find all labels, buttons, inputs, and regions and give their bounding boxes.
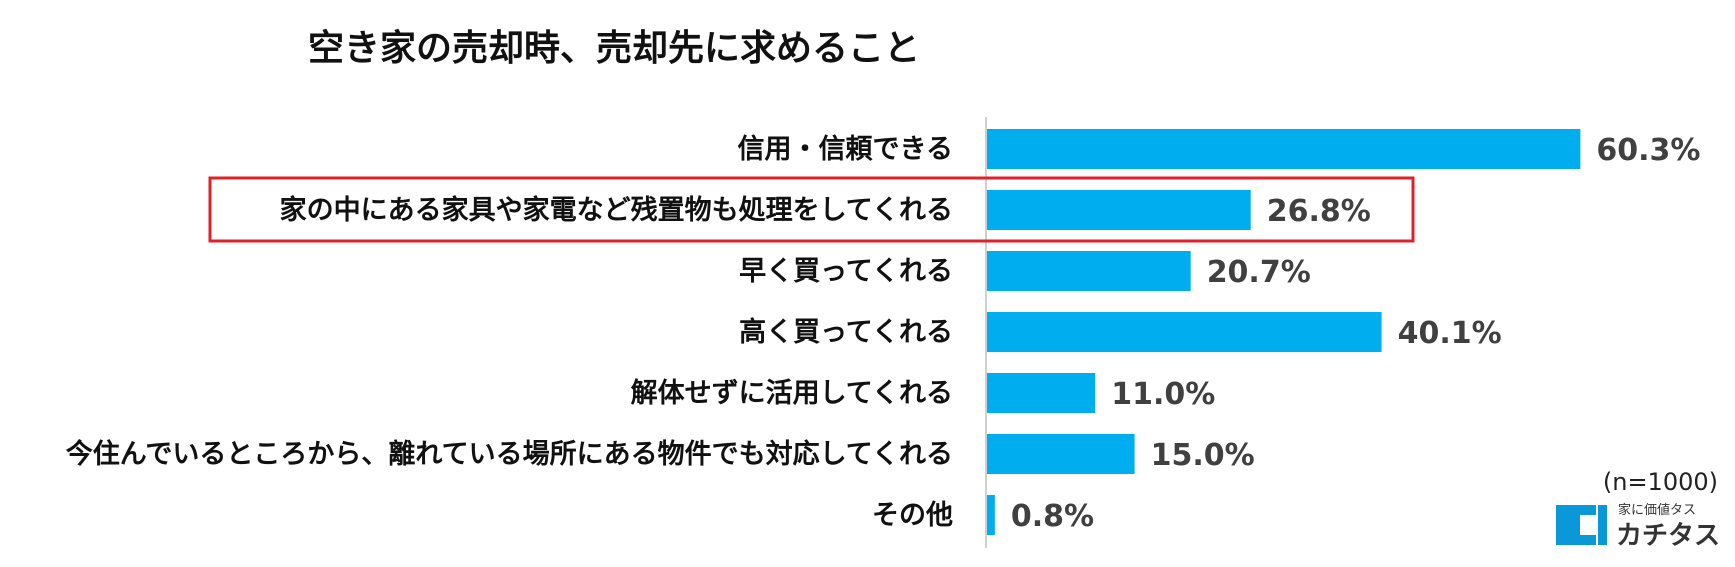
chart-title: 空き家の売却時、売却先に求めること xyxy=(308,28,920,69)
bar xyxy=(987,312,1382,352)
bar xyxy=(987,373,1096,413)
highlight-box xyxy=(208,176,1415,243)
category-label: その他 xyxy=(872,500,953,531)
category-label: 早く買ってくれる xyxy=(739,256,953,287)
value-label: 15.0% xyxy=(1151,438,1255,473)
house-logo-icon xyxy=(1556,505,1607,545)
bar xyxy=(987,251,1191,291)
bar xyxy=(987,190,1251,230)
logo-tagline: 家に価値タス xyxy=(1618,502,1696,518)
category-label: 家の中にある家具や家電など残置物も処理をしてくれる xyxy=(280,194,953,226)
category-label: 高く買ってくれる xyxy=(739,316,953,348)
logo-name: カチタス xyxy=(1616,521,1720,551)
chart-rows: 信用・信頼できる 60.3% 家の中にある家具や家電など残置物も処理をしてくれる 26… xyxy=(66,129,1700,535)
bar xyxy=(987,129,1581,169)
category-label: 解体せずに活用してくれる xyxy=(631,378,953,409)
value-label: 60.3% xyxy=(1596,133,1700,168)
company-logo: 家に価値タス カチタス xyxy=(1556,502,1720,551)
value-label: 11.0% xyxy=(1111,377,1215,412)
category-label: 今住んでいるところから、離れている場所にある物件でも対応してくれる xyxy=(66,438,953,470)
bar xyxy=(987,495,995,535)
value-label: 0.8% xyxy=(1011,499,1094,534)
category-label: 信用・信頼できる xyxy=(738,134,953,165)
bar xyxy=(987,434,1135,474)
value-label: 40.1% xyxy=(1398,316,1502,351)
value-label: 20.7% xyxy=(1207,255,1311,290)
sample-size-note: (n=1000) xyxy=(1603,468,1718,496)
value-label: 26.8% xyxy=(1267,194,1371,229)
